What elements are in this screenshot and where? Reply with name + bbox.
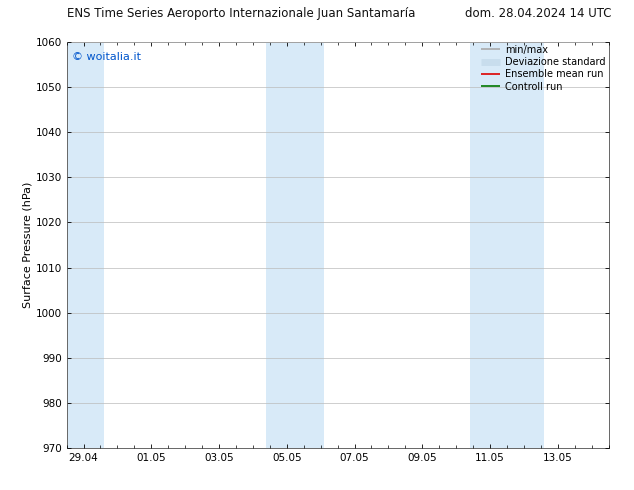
Text: dom. 28.04.2024 14 UTC: dom. 28.04.2024 14 UTC	[465, 7, 612, 21]
Y-axis label: Surface Pressure (hPa): Surface Pressure (hPa)	[23, 182, 33, 308]
Bar	[470, 42, 544, 448]
Bar	[67, 42, 104, 448]
Text: © woitalia.it: © woitalia.it	[72, 52, 141, 62]
Text: ENS Time Series Aeroporto Internazionale Juan Santamaría: ENS Time Series Aeroporto Internazionale…	[67, 7, 415, 21]
Bar	[266, 42, 324, 448]
Legend: min/max, Deviazione standard, Ensemble mean run, Controll run: min/max, Deviazione standard, Ensemble m…	[481, 45, 605, 92]
